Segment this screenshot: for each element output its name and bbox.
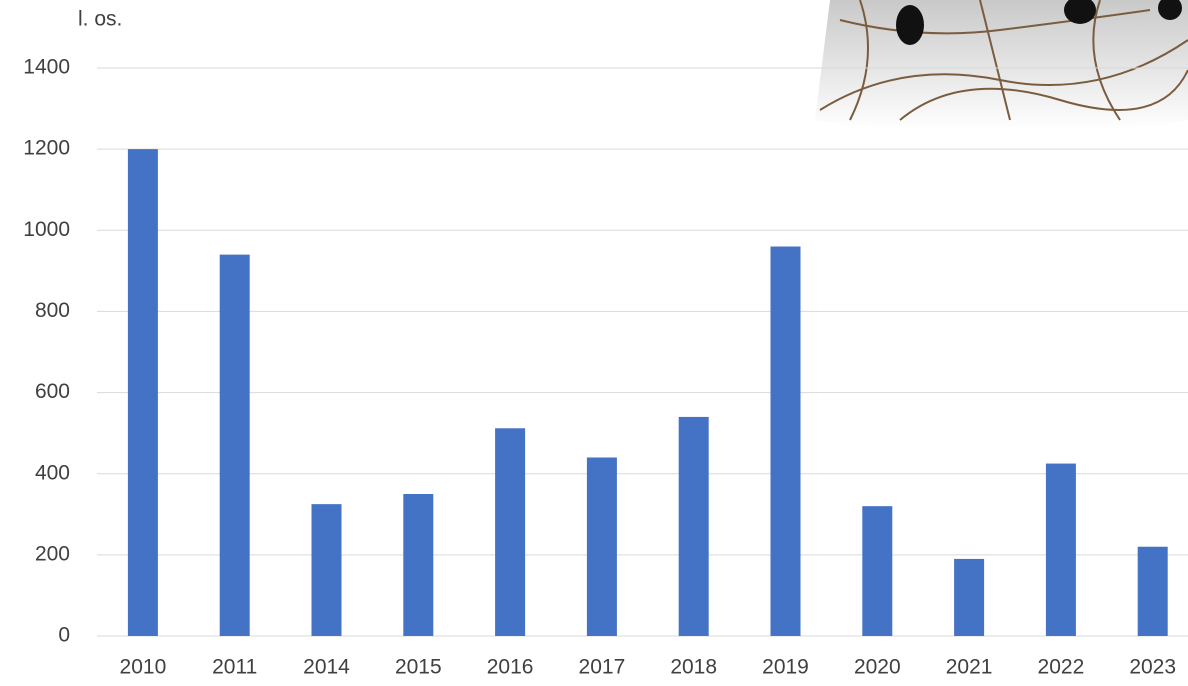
x-tick-label: 2011	[212, 656, 257, 679]
bar	[127, 149, 158, 636]
y-tick-label: 1200	[23, 137, 70, 160]
x-tick-label: 2010	[120, 656, 167, 679]
bar	[219, 254, 250, 636]
bar	[1045, 463, 1076, 636]
y-tick-label: 800	[35, 299, 70, 322]
y-tick-label: 600	[35, 380, 70, 403]
bar	[1137, 546, 1168, 636]
x-tick-label: 2022	[1038, 656, 1085, 679]
bar	[954, 558, 985, 636]
bar	[311, 504, 342, 636]
bar	[770, 246, 801, 636]
y-tick-label: 400	[35, 461, 70, 484]
y-tick-label: 1400	[23, 56, 70, 79]
y-tick-label: 200	[35, 542, 70, 565]
x-tick-label: 2023	[1129, 656, 1176, 679]
y-axis-label: l. os.	[78, 8, 122, 31]
bar	[862, 506, 893, 636]
bar	[403, 494, 434, 636]
photo	[815, 0, 1188, 131]
x-tick-label: 2016	[487, 656, 534, 679]
y-tick-label: 1000	[23, 218, 70, 241]
bar	[495, 428, 526, 636]
x-tick-label: 2017	[579, 656, 626, 679]
x-tick-label: 2018	[670, 656, 717, 679]
bar	[678, 416, 709, 636]
bar	[586, 457, 617, 636]
x-tick-label: 2015	[395, 656, 442, 679]
x-tick-label: 2021	[946, 656, 993, 679]
y-tick-label: 0	[58, 624, 70, 647]
x-tick-label: 2020	[854, 656, 901, 679]
x-tick-label: 2019	[762, 656, 809, 679]
x-tick-label: 2014	[303, 656, 350, 679]
